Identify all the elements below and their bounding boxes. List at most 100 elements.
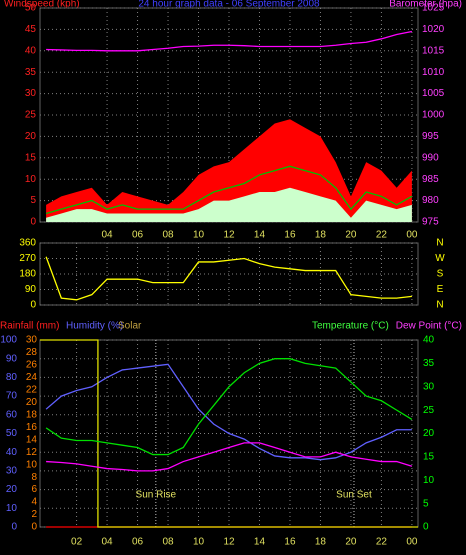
line (45, 358, 413, 456)
x-tick-label: 04 (102, 537, 114, 548)
y3-tick-label: 14 (26, 434, 38, 445)
y-tick-label: 40 (6, 447, 18, 458)
y-tick-label: 5 (30, 195, 36, 206)
y-tick-label: 20 (25, 131, 37, 142)
y2-tick-label: 1025 (422, 3, 445, 14)
y2-tick-label: 980 (422, 195, 439, 206)
y2-tick-label: 975 (422, 217, 439, 228)
y2-tick-label: 1005 (422, 88, 445, 99)
y2-tick-label: 1010 (422, 67, 445, 78)
y-tick-label: 270 (19, 253, 36, 264)
y-tick-label: 90 (6, 353, 18, 364)
y-tick-label: 0 (11, 522, 17, 533)
y2-tick-label: 20 (423, 428, 435, 439)
area (46, 119, 412, 222)
y2-tick-label: E (437, 284, 444, 295)
y-tick-label: 70 (6, 391, 18, 402)
y2-tick-label: 985 (422, 174, 439, 185)
x-tick-label: 00 (406, 537, 418, 548)
chart-title: 24 hour graph data - 06 September 2008 (138, 0, 320, 10)
y3-tick-label: 18 (26, 409, 38, 420)
x-tick-label: 04 (102, 230, 114, 241)
y3-tick-label: 4 (31, 497, 37, 508)
x-tick-label: 20 (345, 230, 357, 241)
y3-tick-label: 16 (26, 422, 38, 433)
y-tick-label: 45 (25, 24, 37, 35)
y2-tick-label: 1020 (422, 24, 445, 35)
y3-tick-label: 10 (26, 459, 38, 470)
y-tick-label: 30 (25, 88, 37, 99)
line (40, 339, 418, 528)
y-tick-label: 80 (6, 372, 18, 383)
y2-tick-label: N (436, 300, 443, 311)
y-tick-label: 0 (30, 217, 36, 228)
x-tick-label: 16 (284, 230, 296, 241)
y-tick-label: 20 (6, 484, 18, 495)
y2-tick-label: 5 (423, 498, 429, 509)
y-tick-label: 60 (6, 409, 18, 420)
y2-tick-label: 990 (422, 152, 439, 163)
x-tick-label: 00 (406, 230, 418, 241)
y2-tick-label: 25 (423, 405, 435, 416)
y-axis-title: Windspeed (kph) (4, 0, 80, 10)
y-tick-label: 100 (0, 335, 17, 346)
y-tick-label: 35 (25, 67, 37, 78)
y3-tick-label: 26 (26, 360, 38, 371)
x-tick-label: 06 (132, 230, 144, 241)
y3-tick-label: 28 (26, 347, 38, 358)
y3-tick-label: 12 (26, 447, 38, 458)
line (46, 30, 413, 52)
x-tick-label: 12 (223, 537, 235, 548)
y3-tick-label: 24 (26, 372, 38, 383)
x-tick-label: 14 (254, 537, 266, 548)
x-tick-label: 18 (315, 537, 327, 548)
x-tick-label: 06 (132, 537, 144, 548)
line (45, 165, 413, 215)
legend-label: Dew Point (°C) (396, 321, 462, 332)
x-tick-label: 18 (315, 230, 327, 241)
y2-tick-label: 1015 (422, 45, 445, 56)
x-tick-label: 22 (376, 230, 388, 241)
y-tick-label: 360 (19, 238, 36, 249)
y3-tick-label: 30 (26, 335, 38, 346)
y3-tick-label: 2 (31, 509, 37, 520)
y2-tick-label: 40 (423, 335, 435, 346)
y-tick-label: 90 (25, 284, 37, 295)
y-tick-label: 0 (30, 300, 36, 311)
y2-tick-label: 995 (422, 131, 439, 142)
y3-tick-label: 20 (26, 397, 38, 408)
y2-tick-label: 15 (423, 452, 435, 463)
x-tick-label: 20 (345, 537, 357, 548)
y-tick-label: 10 (6, 503, 18, 514)
y2-tick-label: S (437, 269, 444, 280)
y-tick-label: 30 (6, 466, 18, 477)
y-tick-label: 180 (19, 269, 36, 280)
legend-label: Solar (118, 321, 142, 332)
x-tick-label: 02 (71, 537, 83, 548)
y3-tick-label: 22 (26, 385, 38, 396)
x-tick-label: 08 (162, 537, 174, 548)
legend-label: Temperature (°C) (312, 321, 389, 332)
x-tick-label: 16 (284, 537, 296, 548)
y2-tick-label: 35 (423, 358, 435, 369)
line (45, 256, 412, 301)
y2-tick-label: N (436, 238, 443, 249)
x-tick-label: 12 (223, 230, 235, 241)
y-tick-label: 15 (25, 152, 37, 163)
y-tick-label: 50 (6, 428, 18, 439)
y2-tick-label: 10 (423, 475, 435, 486)
y2-tick-label: 0 (423, 522, 429, 533)
legend-label: Humidity (%) (66, 321, 123, 332)
y2-tick-label: 30 (423, 381, 435, 392)
x-tick-label: 22 (376, 537, 388, 548)
y-tick-label: 50 (25, 3, 37, 14)
y2-tick-label: 1000 (422, 110, 445, 121)
y-tick-label: 10 (25, 174, 37, 185)
legend-label: Rainfall (mm) (0, 321, 59, 332)
y3-tick-label: 6 (31, 484, 37, 495)
x-tick-label: 10 (193, 537, 205, 548)
area (46, 187, 412, 222)
